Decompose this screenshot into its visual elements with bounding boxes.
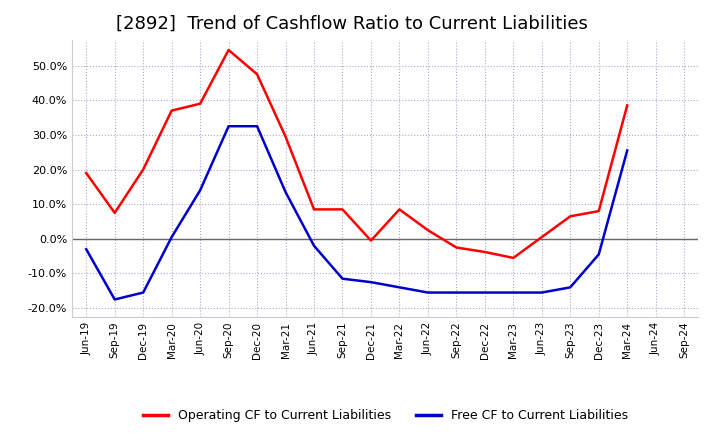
Text: [2892]  Trend of Cashflow Ratio to Current Liabilities: [2892] Trend of Cashflow Ratio to Curren… xyxy=(116,15,588,33)
Legend: Operating CF to Current Liabilities, Free CF to Current Liabilities: Operating CF to Current Liabilities, Fre… xyxy=(138,404,633,427)
